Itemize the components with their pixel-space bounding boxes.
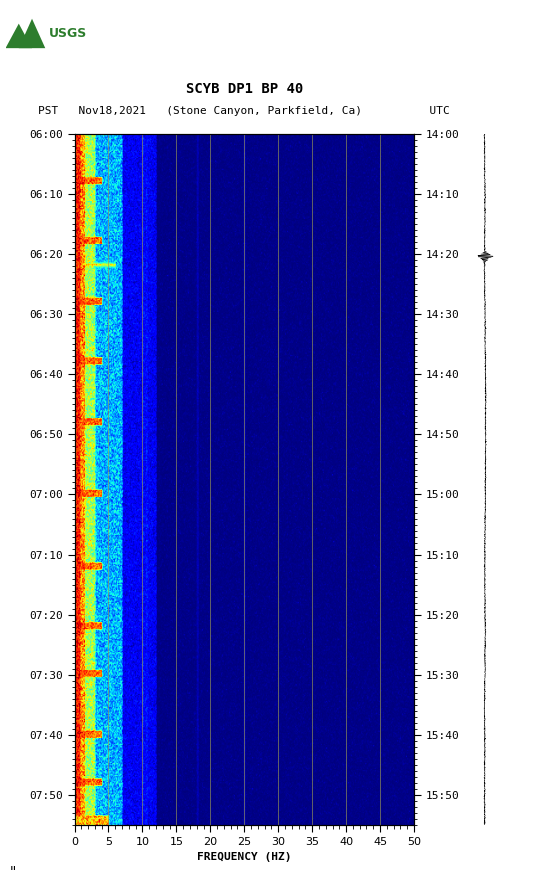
Text: ": " <box>8 865 17 879</box>
X-axis label: FREQUENCY (HZ): FREQUENCY (HZ) <box>197 853 291 863</box>
Text: SCYB DP1 BP 40: SCYB DP1 BP 40 <box>185 82 303 96</box>
Text: USGS: USGS <box>49 27 87 40</box>
Polygon shape <box>19 19 45 48</box>
Text: PST   Nov18,2021   (Stone Canyon, Parkfield, Ca)          UTC: PST Nov18,2021 (Stone Canyon, Parkfield,… <box>39 106 450 116</box>
Polygon shape <box>6 23 32 48</box>
